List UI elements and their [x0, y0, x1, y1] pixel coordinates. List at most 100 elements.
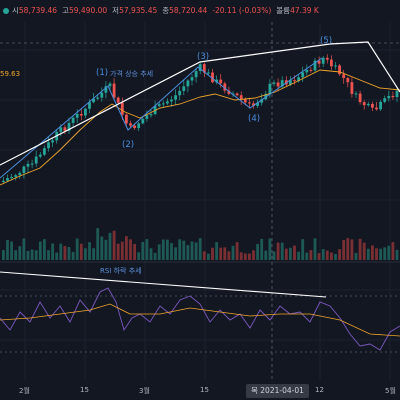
- candle-body: [75, 114, 79, 118]
- candle-body: [47, 142, 50, 149]
- candle-body: [30, 163, 34, 165]
- candle-body: [14, 175, 18, 177]
- candle-body: [391, 95, 395, 98]
- candle-body: [342, 74, 346, 78]
- moving-average-line: [0, 69, 400, 186]
- time-axis[interactable]: 2월 15 3월 15 12 5월: [0, 380, 400, 400]
- candle-body: [301, 72, 305, 78]
- candle-body: [96, 97, 100, 99]
- volume-bar: [125, 236, 128, 260]
- volume-bar: [67, 246, 71, 260]
- volume-bar: [174, 247, 177, 260]
- volume-bar: [293, 245, 296, 260]
- volume-bar: [280, 242, 284, 260]
- volume-bar: [264, 250, 268, 260]
- volume-bar: [153, 252, 157, 260]
- candle-body: [166, 101, 169, 104]
- volume-bar: [272, 251, 276, 260]
- candle-body: [239, 95, 243, 100]
- candle-body: [34, 156, 38, 164]
- candle-body: [235, 93, 239, 96]
- volume-bar: [371, 245, 374, 260]
- candle-body: [252, 103, 255, 106]
- candle-body: [149, 114, 153, 116]
- candle-body: [120, 102, 124, 115]
- volume-bar: [63, 246, 67, 260]
- candle-body: [334, 65, 337, 67]
- volume-bar: [92, 248, 95, 260]
- rsi-trendline: [0, 271, 327, 298]
- volume-bar: [215, 242, 218, 260]
- price-trendline: [0, 41, 400, 166]
- candle-body: [375, 107, 378, 110]
- volume-bar: [313, 238, 317, 260]
- volume-bar: [194, 242, 198, 260]
- volume-bar: [231, 245, 235, 260]
- volume-bar: [260, 238, 264, 260]
- candle-body: [202, 64, 206, 73]
- xaxis-label: 15: [80, 386, 89, 394]
- volume-bar: [338, 249, 341, 260]
- volume-bar: [301, 239, 305, 260]
- ohlc-header: 시58,739.46 고59,490.00 저57,935.45 종58,720.44…: [0, 0, 400, 22]
- candle-body: [170, 99, 173, 102]
- candle-body: [174, 95, 177, 100]
- volume-bar: [305, 252, 309, 260]
- candle-body: [354, 93, 358, 95]
- candle-body: [297, 77, 300, 82]
- volume-bar: [116, 243, 120, 260]
- candle-body: [379, 101, 382, 110]
- candle-body: [116, 97, 120, 103]
- wave-5-label: (5): [320, 36, 333, 46]
- volume-bar: [120, 241, 124, 260]
- volume-value: 47.39 K: [290, 6, 319, 15]
- wave-1-label: (1): [96, 68, 109, 78]
- volume-bar: [223, 247, 227, 260]
- candle-body: [104, 86, 108, 93]
- volume-bar: [227, 251, 231, 260]
- candle-body: [276, 82, 280, 87]
- candle-body: [362, 102, 366, 106]
- volume-bar: [71, 251, 75, 260]
- volume-bar: [375, 248, 378, 260]
- volume-bar: [198, 238, 202, 260]
- candle-body: [129, 123, 132, 126]
- volume-bar: [10, 241, 13, 260]
- candle-body: [100, 92, 104, 98]
- candle-body: [330, 59, 333, 67]
- volume-bar: [182, 240, 186, 260]
- candle-body: [313, 60, 317, 71]
- open-label: 시: [12, 6, 19, 15]
- volume-bar: [248, 253, 251, 260]
- candle-body: [63, 127, 67, 131]
- low-label: 저: [112, 6, 120, 15]
- volume-bar: [18, 246, 22, 260]
- rsi-ma-line: [0, 303, 400, 337]
- crosshair-date-badge: 목 2021-04-01: [246, 384, 309, 398]
- volume-bar: [276, 242, 280, 260]
- candle-body: [293, 80, 296, 82]
- volume-bar: [366, 248, 370, 260]
- volume-bar: [129, 239, 132, 260]
- volume-bar: [88, 242, 91, 260]
- volume-bar: [342, 240, 346, 260]
- candle-body: [350, 82, 354, 94]
- candle-body: [137, 123, 141, 129]
- volume-bar: [55, 252, 59, 260]
- wave-3-label: (3): [197, 52, 210, 62]
- volume-bar: [145, 239, 149, 260]
- volume-bar: [104, 239, 108, 260]
- candle-body: [88, 102, 91, 109]
- candle-body: [207, 72, 210, 74]
- candle-body: [227, 90, 231, 94]
- candle-body: [141, 118, 145, 124]
- candle-body: [371, 103, 374, 108]
- candle-body: [268, 83, 272, 94]
- volume-bar: [59, 243, 63, 260]
- volume-bar: [38, 241, 42, 260]
- volume-bar: [350, 239, 354, 260]
- candle-body: [194, 71, 198, 78]
- candle-body: [67, 122, 71, 131]
- candle-body: [366, 103, 370, 106]
